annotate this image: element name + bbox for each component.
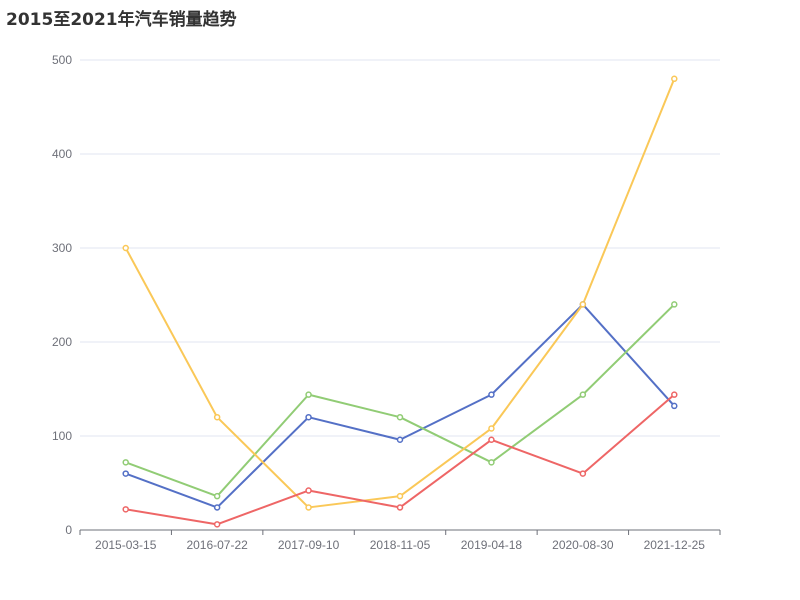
data-point <box>396 492 404 500</box>
y-axis-labels: 0 100 200 300 400 500 <box>52 53 72 537</box>
grid-lines <box>80 59 720 437</box>
data-point <box>488 459 495 466</box>
data-point <box>213 521 221 528</box>
data-point <box>488 436 495 444</box>
x-tick-label: 2017-09-10 <box>278 538 340 552</box>
x-axis-labels: 2015-03-15 2016-07-22 2017-09-10 2018-11-05… <box>95 538 705 552</box>
data-point <box>213 492 221 500</box>
data-point <box>122 244 129 252</box>
y-tick-label: 500 <box>52 53 72 67</box>
data-point <box>396 504 404 511</box>
data-point <box>305 487 312 494</box>
data-point <box>396 436 404 444</box>
data-point <box>122 459 129 466</box>
data-point <box>488 425 495 432</box>
y-tick-label: 300 <box>52 241 72 255</box>
data-point <box>305 504 312 511</box>
x-tick-label: 2020-08-30 <box>552 538 614 552</box>
data-point <box>122 470 129 477</box>
chart-title: 2015至2021年汽车销量趋势 <box>6 10 237 30</box>
data-point <box>671 402 678 410</box>
series-lines <box>124 78 676 526</box>
y-tick-label: 100 <box>52 429 72 443</box>
x-tick-label: 2019-04-18 <box>461 538 523 552</box>
data-point <box>396 413 404 421</box>
data-point <box>671 301 678 308</box>
data-point <box>579 301 587 308</box>
data-point <box>579 470 587 477</box>
y-tick-label: 400 <box>52 147 72 161</box>
series-line-3 <box>124 78 676 509</box>
data-point <box>213 504 221 511</box>
data-point <box>213 413 221 421</box>
data-point <box>579 391 587 398</box>
x-tick-label: 2021-12-25 <box>644 538 706 552</box>
x-tick-label: 2016-07-22 <box>186 538 248 552</box>
y-tick-label: 200 <box>52 335 72 349</box>
series-points <box>122 75 678 528</box>
x-tick-label: 2018-11-05 <box>370 538 431 552</box>
x-axis <box>79 529 721 535</box>
data-point <box>671 75 678 83</box>
data-point <box>488 391 495 398</box>
series-line-1 <box>125 303 676 509</box>
y-tick-label: 0 <box>65 523 72 537</box>
data-point <box>671 391 678 398</box>
data-point <box>122 506 129 513</box>
x-tick-label: 2015-03-15 <box>95 538 157 552</box>
data-point <box>305 391 312 398</box>
data-point <box>305 413 312 421</box>
